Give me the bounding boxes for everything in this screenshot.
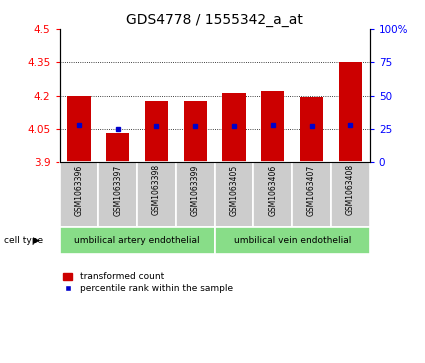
Bar bbox=[106, 134, 129, 162]
Bar bbox=[215, 228, 370, 254]
Text: umbilical vein endothelial: umbilical vein endothelial bbox=[233, 236, 351, 245]
Bar bbox=[184, 101, 207, 162]
Text: ▶: ▶ bbox=[33, 236, 40, 245]
Bar bbox=[60, 228, 215, 254]
Bar bbox=[215, 162, 253, 228]
Text: GSM1063398: GSM1063398 bbox=[152, 164, 161, 215]
Legend: transformed count, percentile rank within the sample: transformed count, percentile rank withi… bbox=[60, 269, 236, 297]
Bar bbox=[261, 91, 284, 162]
Text: GSM1063406: GSM1063406 bbox=[268, 164, 277, 216]
Bar bbox=[253, 162, 292, 228]
Bar bbox=[145, 101, 168, 162]
Text: umbilical artery endothelial: umbilical artery endothelial bbox=[74, 236, 200, 245]
Title: GDS4778 / 1555342_a_at: GDS4778 / 1555342_a_at bbox=[126, 13, 303, 26]
Bar bbox=[137, 162, 176, 228]
Bar bbox=[67, 96, 91, 162]
Text: GSM1063396: GSM1063396 bbox=[74, 164, 83, 216]
Bar bbox=[222, 93, 246, 162]
Text: GSM1063399: GSM1063399 bbox=[191, 164, 200, 216]
Text: cell type: cell type bbox=[4, 236, 46, 245]
Bar bbox=[300, 97, 323, 162]
Text: GSM1063407: GSM1063407 bbox=[307, 164, 316, 216]
Bar bbox=[176, 162, 215, 228]
Bar bbox=[331, 162, 370, 228]
Text: GSM1063397: GSM1063397 bbox=[113, 164, 122, 216]
Bar bbox=[339, 62, 362, 162]
Bar bbox=[60, 162, 98, 228]
Bar bbox=[292, 162, 331, 228]
Bar bbox=[98, 162, 137, 228]
Text: GSM1063405: GSM1063405 bbox=[230, 164, 238, 216]
Text: GSM1063408: GSM1063408 bbox=[346, 164, 355, 215]
